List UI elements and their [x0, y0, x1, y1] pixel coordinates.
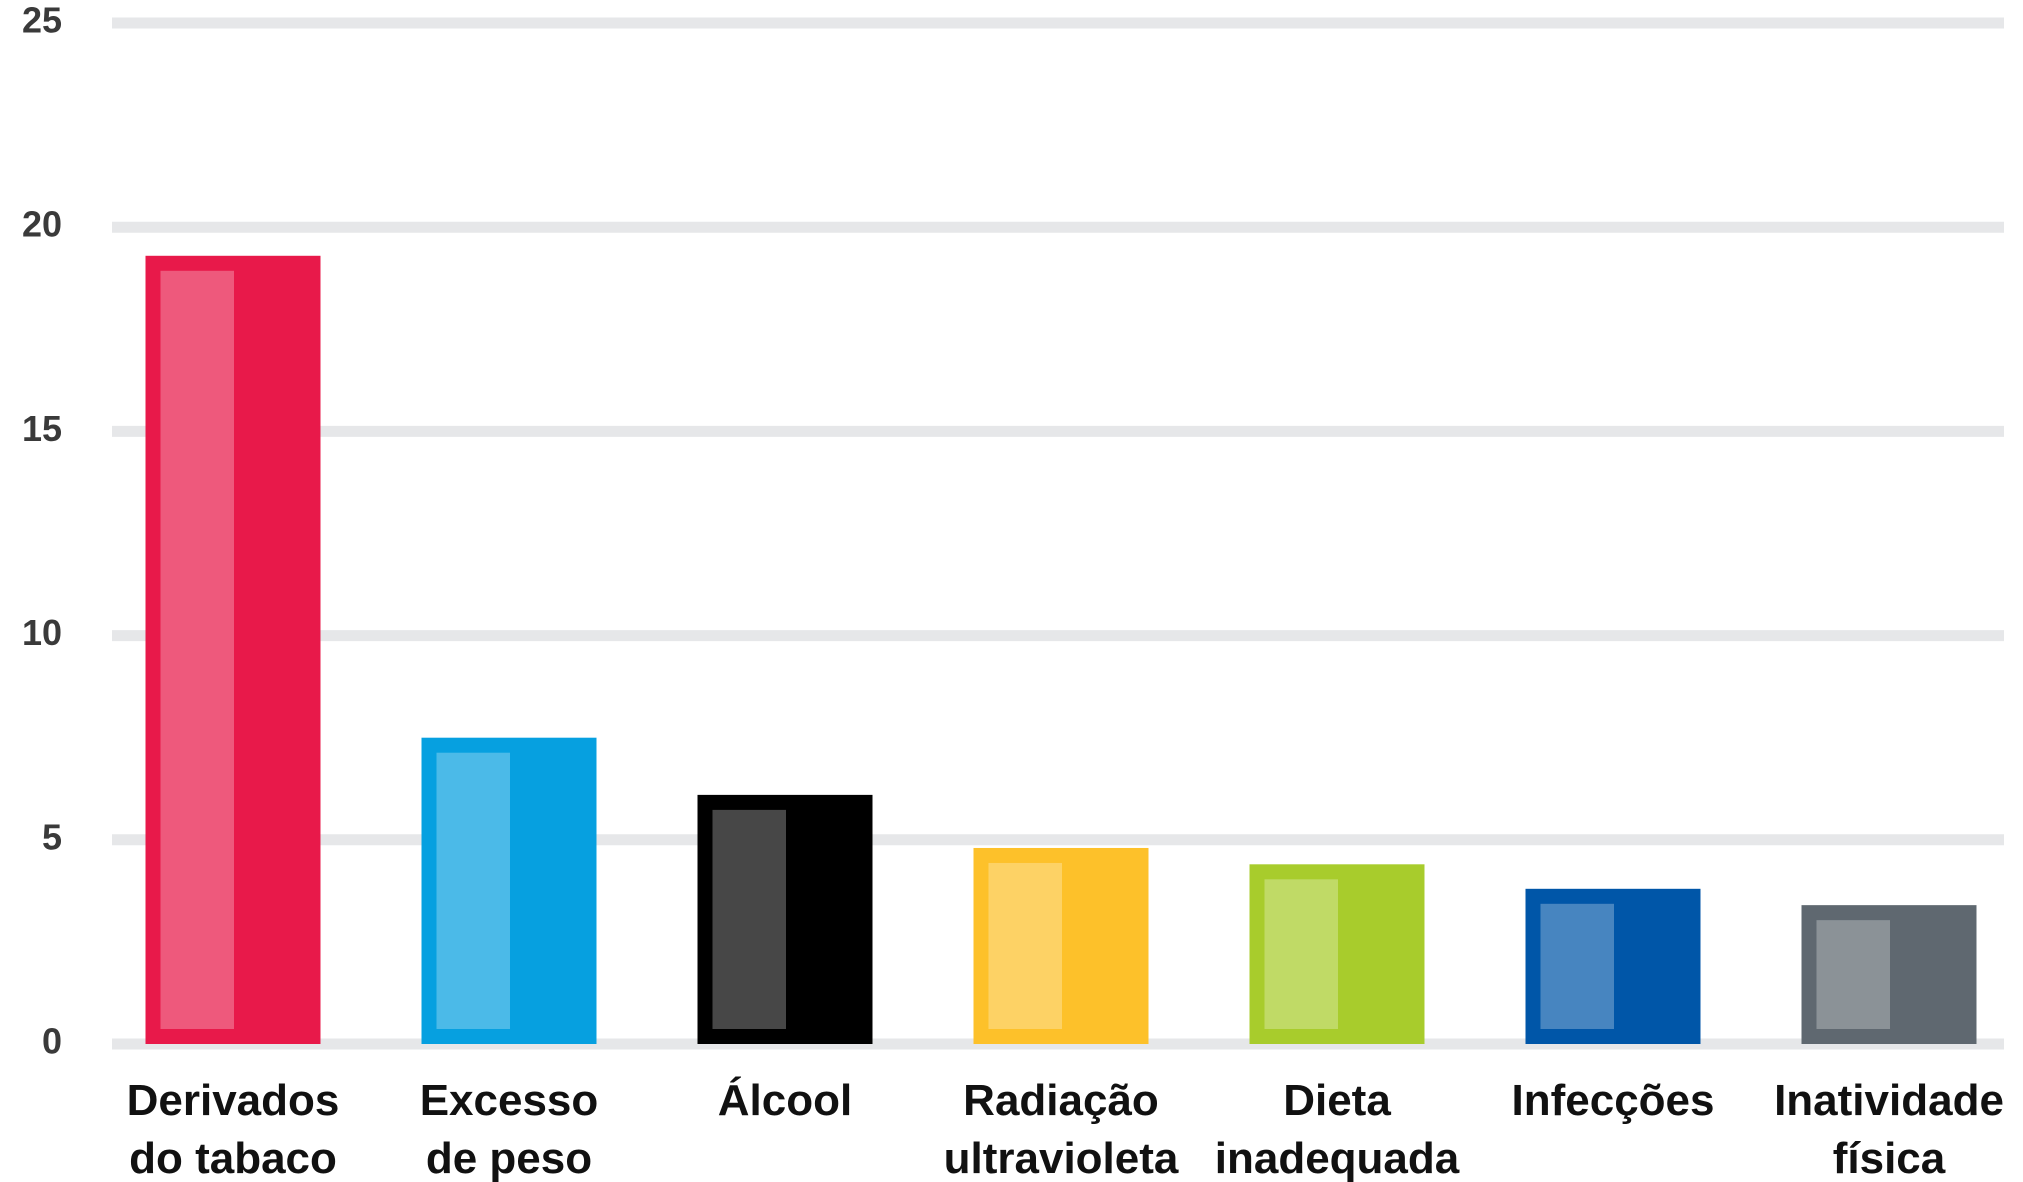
y-tick-label: 10 — [22, 612, 62, 653]
bar — [973, 847, 1149, 1044]
bar — [1249, 864, 1425, 1044]
bar-highlight — [160, 270, 234, 1030]
y-tick-label: 20 — [22, 204, 62, 245]
x-tick-label: Derivados do tabaco — [126, 1076, 340, 1182]
x-tick-label: Infecções — [1511, 1076, 1715, 1125]
y-tick-label: 0 — [42, 1021, 62, 1062]
bar — [697, 794, 873, 1044]
bar — [1801, 905, 1977, 1044]
x-tick-label: Dieta inadequada — [1214, 1076, 1460, 1182]
bar-highlight — [988, 862, 1062, 1029]
bar-highlight — [1540, 903, 1614, 1029]
bar-highlight — [712, 809, 786, 1029]
x-tick-label: Álcool — [717, 1076, 853, 1125]
x-tick-label: Radiação ultravioleta — [943, 1076, 1179, 1182]
bar — [145, 255, 321, 1045]
bar-highlight — [1816, 920, 1890, 1029]
x-tick-label: Excesso de peso — [419, 1076, 599, 1182]
y-tick-label: 5 — [42, 816, 62, 857]
y-tick-label: 15 — [22, 408, 62, 449]
bar — [421, 737, 597, 1044]
y-tick-label: 25 — [22, 0, 62, 41]
bar — [1525, 888, 1701, 1044]
bar-highlight — [436, 752, 510, 1029]
x-tick-label: Inatividade física — [1774, 1076, 2004, 1182]
bar-highlight — [1264, 879, 1338, 1029]
